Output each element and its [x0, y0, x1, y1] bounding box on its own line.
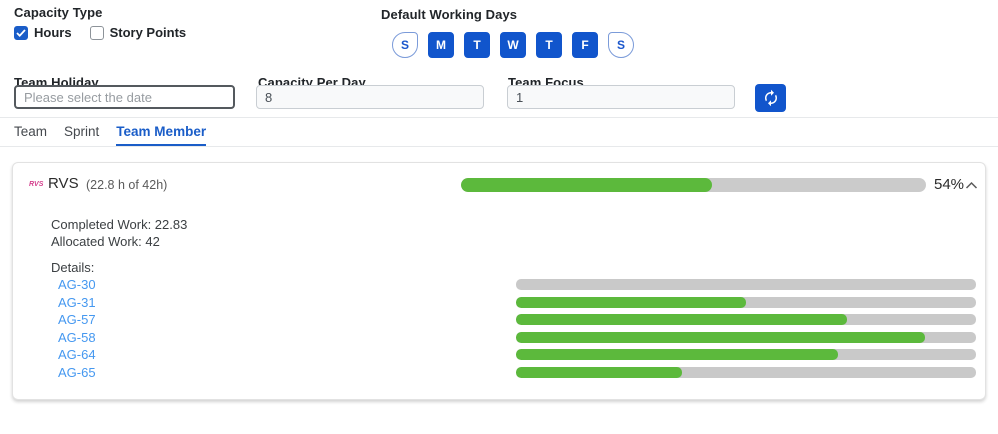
- detail-progress-track: [516, 296, 976, 308]
- collapse-chevron-icon[interactable]: [965, 181, 978, 190]
- refresh-button[interactable]: [755, 84, 786, 112]
- capacity-per-day-input[interactable]: [256, 85, 484, 109]
- team-focus-input[interactable]: [507, 85, 735, 109]
- capacity-type-label: Capacity Type: [14, 5, 103, 20]
- team-holiday-input[interactable]: [14, 85, 235, 109]
- detail-progress-fill: [516, 314, 848, 325]
- day-button-mon[interactable]: M: [428, 32, 454, 58]
- detail-row: AG-30: [13, 276, 987, 294]
- progress-percent-label: 54%: [934, 176, 965, 193]
- working-days-selector: S M T W T F S: [392, 32, 634, 58]
- member-capacity-summary: (22.8 h of 42h): [86, 178, 168, 192]
- allocated-work-text: Allocated Work: 42: [51, 234, 160, 249]
- work-item-link[interactable]: AG-58: [58, 329, 96, 345]
- detail-row: AG-31: [13, 294, 987, 312]
- details-label: Details:: [51, 260, 95, 275]
- detail-progress-track: [516, 331, 976, 343]
- detail-progress-track: [516, 349, 976, 360]
- tab-team-member[interactable]: Team Member: [116, 124, 207, 146]
- member-name: RVS: [48, 175, 79, 192]
- detail-row: AG-57: [13, 311, 987, 329]
- detail-progress-fill: [516, 366, 682, 378]
- details-list: AG-30 AG-31 AG-57 AG-58 AG-64: [13, 276, 987, 381]
- detail-row: AG-58: [13, 329, 987, 347]
- day-button-wed[interactable]: W: [500, 32, 526, 58]
- detail-progress-track: [516, 279, 976, 290]
- hours-checkbox[interactable]: [14, 25, 28, 40]
- check-icon: [16, 28, 26, 37]
- detail-progress-fill: [516, 331, 926, 343]
- story-points-checkbox-label[interactable]: Story Points: [109, 25, 187, 40]
- tab-team[interactable]: Team: [14, 124, 48, 139]
- member-progress-fill: [461, 178, 713, 192]
- member-avatar: RVS: [29, 181, 44, 188]
- detail-row: AG-64: [13, 346, 987, 364]
- day-button-sun[interactable]: S: [392, 32, 418, 58]
- refresh-icon: [764, 89, 777, 107]
- work-item-link[interactable]: AG-64: [58, 347, 96, 363]
- day-button-tue[interactable]: T: [464, 32, 490, 58]
- divider: [0, 146, 998, 147]
- work-item-link[interactable]: AG-30: [58, 277, 96, 293]
- detail-progress-fill: [516, 349, 838, 360]
- story-points-checkbox[interactable]: [89, 25, 104, 40]
- work-item-link[interactable]: AG-57: [58, 312, 96, 328]
- day-button-sat[interactable]: S: [608, 32, 634, 58]
- team-member-card: RVS RVS (22.8 h of 42h) 54% Completed Wo…: [12, 162, 986, 400]
- detail-progress-track: [516, 314, 976, 325]
- hours-checkbox-label[interactable]: Hours: [34, 25, 72, 40]
- detail-row: AG-65: [13, 364, 987, 382]
- day-button-fri[interactable]: F: [572, 32, 598, 58]
- work-item-link[interactable]: AG-31: [58, 294, 96, 310]
- default-working-days-label: Default Working Days: [381, 7, 518, 22]
- divider: [0, 117, 998, 118]
- day-button-thu[interactable]: T: [536, 32, 562, 58]
- detail-progress-track: [516, 366, 976, 378]
- tab-sprint[interactable]: Sprint: [64, 124, 100, 139]
- work-item-link[interactable]: AG-65: [58, 364, 96, 380]
- tab-bar: Team Sprint Team Member: [14, 124, 207, 146]
- completed-work-text: Completed Work: 22.83: [51, 217, 188, 232]
- detail-progress-fill: [516, 296, 746, 308]
- member-progress-track: [461, 178, 926, 192]
